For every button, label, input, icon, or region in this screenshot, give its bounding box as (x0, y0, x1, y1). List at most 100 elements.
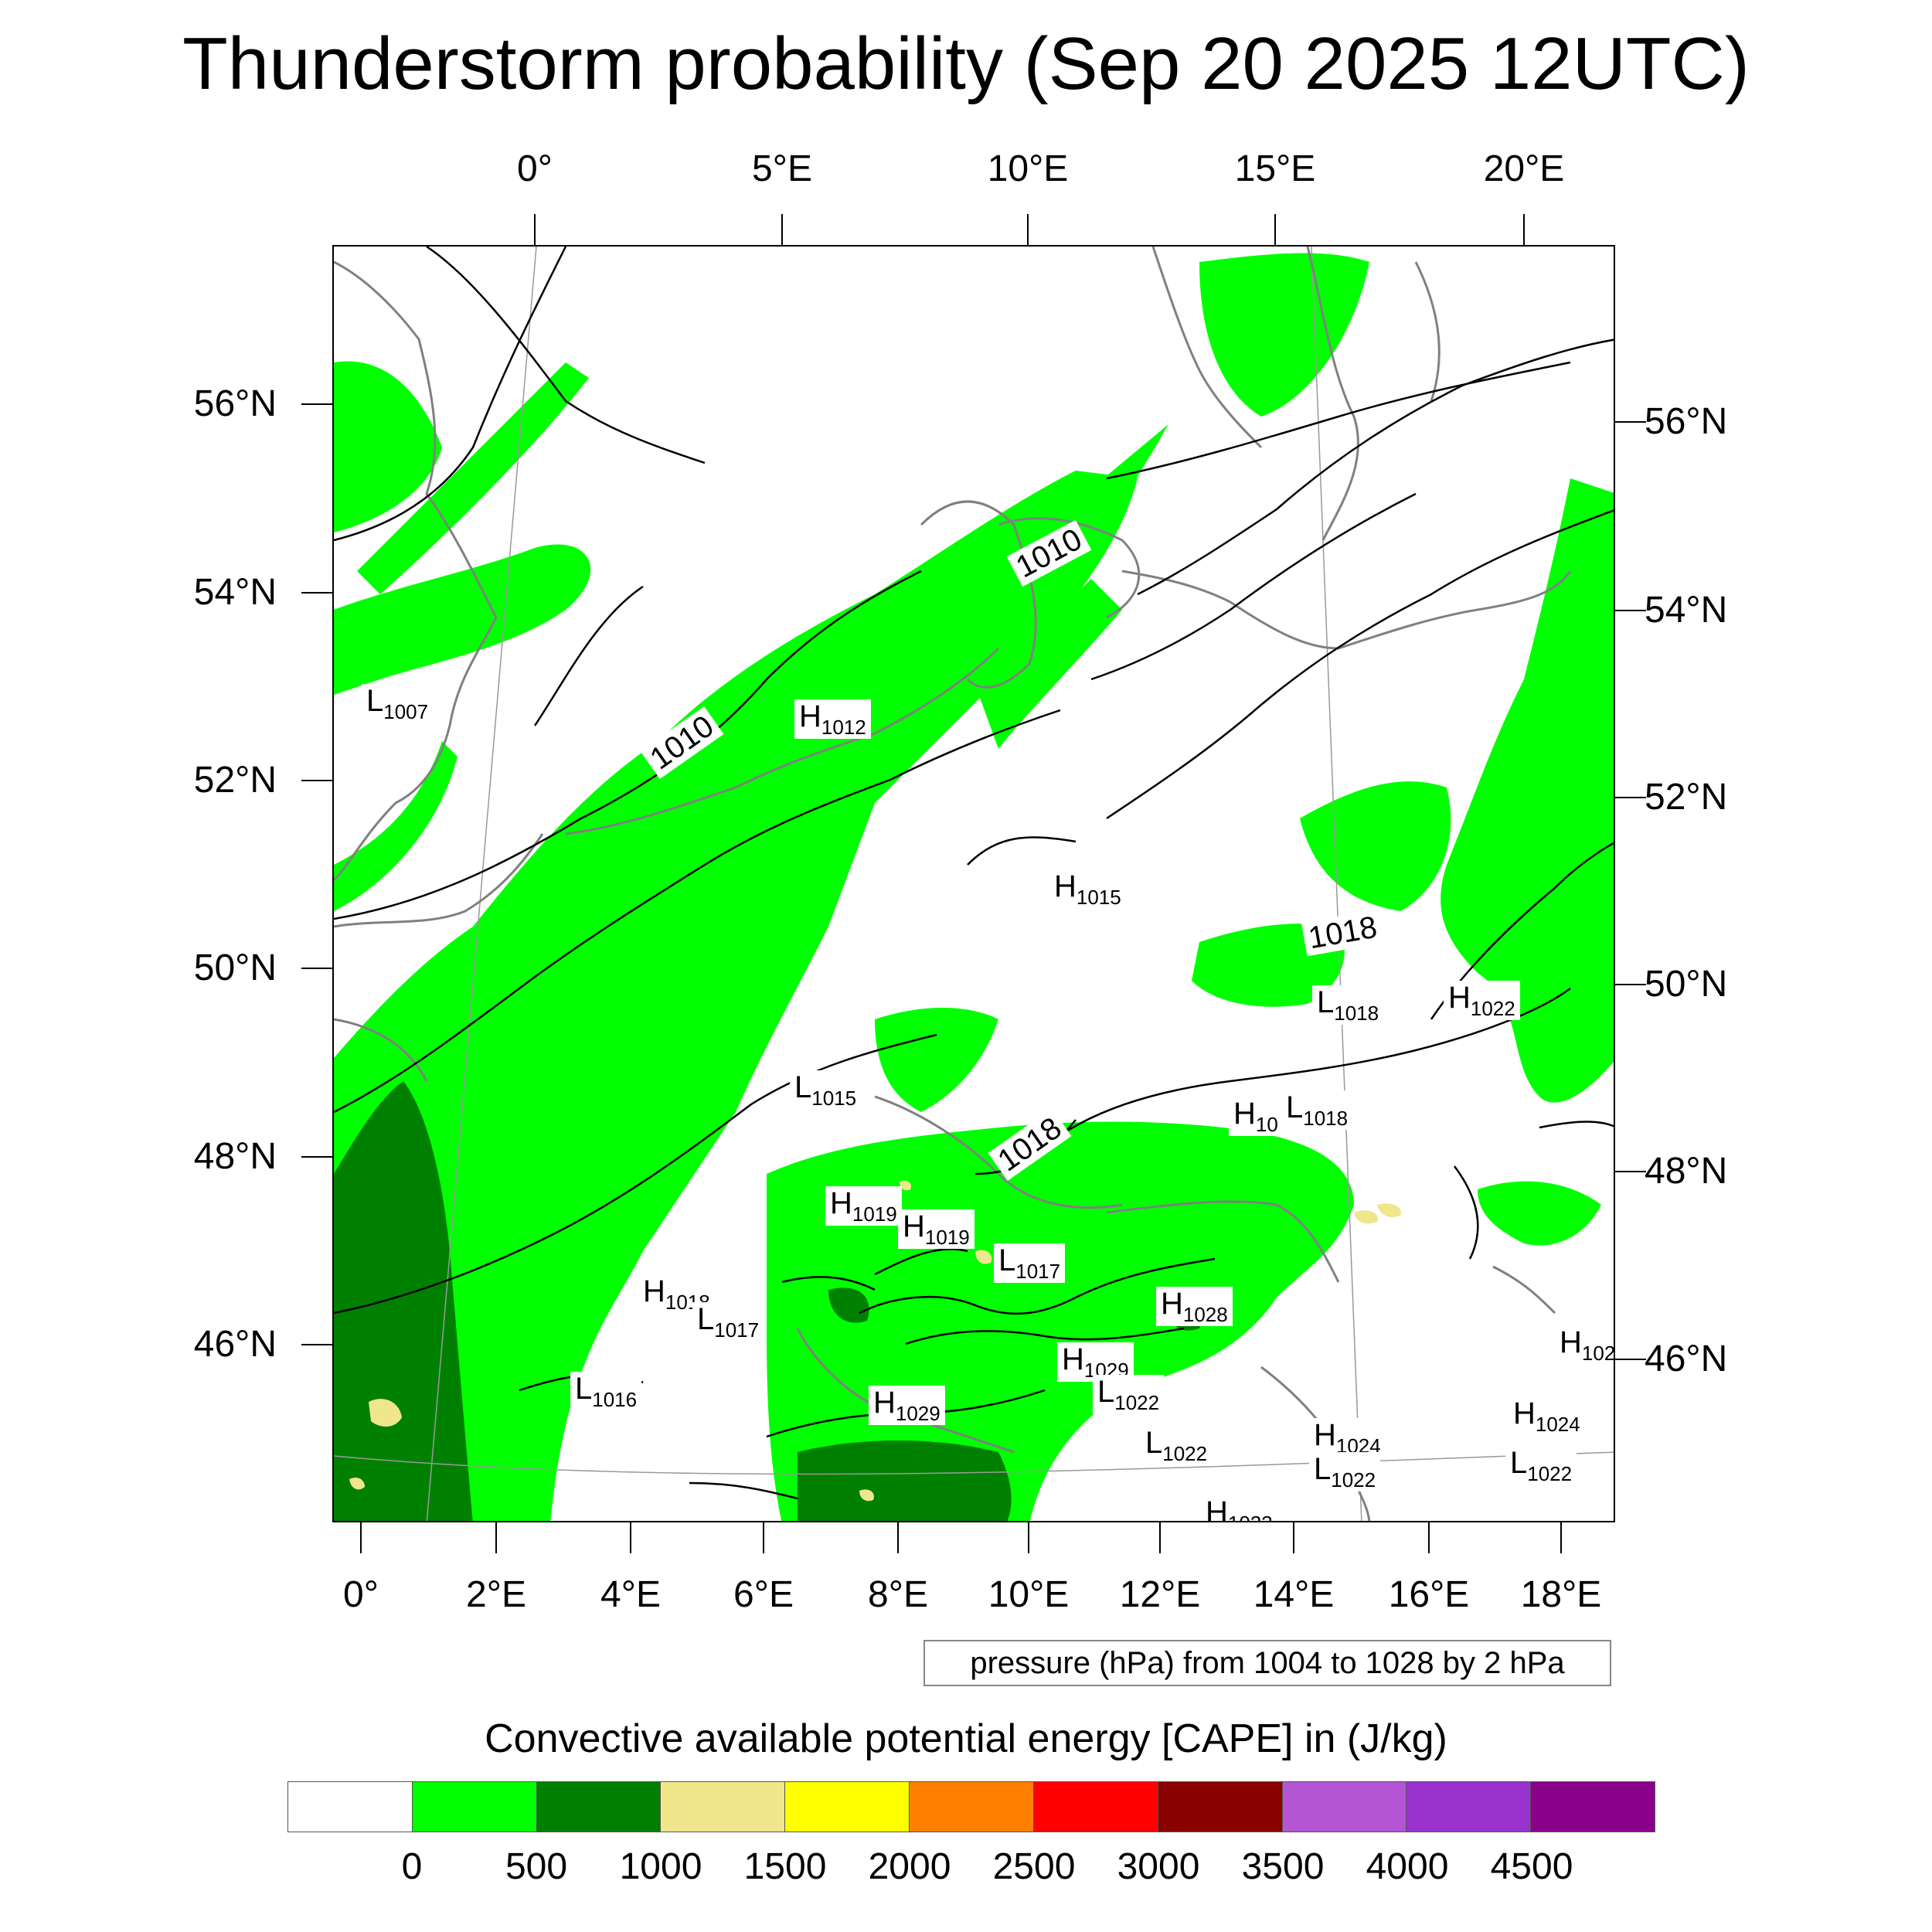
tick-mark (763, 1522, 764, 1553)
pressure-center-label: H1012 (794, 699, 871, 739)
tick-mark (1615, 1171, 1646, 1172)
tick-mark (1615, 421, 1646, 423)
contour-info-box: pressure (hPa) from 1004 to 1028 by 2 hP… (923, 1640, 1611, 1686)
left-lat-label: 48°N (193, 1136, 277, 1177)
tick-mark (1028, 1522, 1029, 1553)
pressure-center-label: H1022 (1444, 981, 1520, 1020)
tick-mark (1615, 797, 1646, 798)
top-lon-label: 15°E (1234, 148, 1316, 189)
colorbar-title: Convective available potential energy [C… (485, 1716, 1447, 1761)
top-lon-label: 0° (517, 148, 553, 189)
tick-mark (1560, 1522, 1562, 1553)
bottom-lon-label: 14°E (1253, 1574, 1335, 1615)
bottom-lon-label: 0° (343, 1574, 379, 1615)
bottom-lon-label: 16°E (1388, 1574, 1470, 1615)
tick-mark (1159, 1522, 1161, 1553)
bottom-lon-label: 8°E (868, 1574, 928, 1615)
bottom-lon-label: 10°E (988, 1574, 1070, 1615)
bottom-lon-label: 2°E (466, 1574, 526, 1615)
colorbar-swatch (1158, 1782, 1283, 1832)
top-lon-label: 20°E (1483, 148, 1565, 189)
colorbar-swatch (1282, 1782, 1407, 1832)
colorbar-swatch (536, 1782, 662, 1832)
pressure-center-label: L1015 (790, 1070, 862, 1110)
pressure-center-label: L1022 (1093, 1375, 1165, 1414)
colorbar-label: 4500 (1490, 1846, 1573, 1887)
tick-mark (301, 780, 332, 781)
top-lon-label: 10°E (987, 148, 1069, 189)
cape-field (334, 247, 1614, 1521)
tick-mark (495, 1522, 497, 1553)
pressure-center-label: L1022 (1505, 1446, 1577, 1485)
tick-mark (301, 1344, 332, 1345)
graticule (334, 247, 1614, 1521)
right-lat-label: 48°N (1645, 1151, 1728, 1192)
pressure-center-label: L1018 (1312, 985, 1384, 1025)
right-lat-label: 50°N (1645, 964, 1728, 1005)
colorbar-swatch (412, 1782, 537, 1832)
colorbar-label: 1500 (743, 1846, 827, 1887)
pressure-center-label: H1029 (869, 1386, 945, 1425)
colorbar-swatch (1033, 1782, 1158, 1832)
colorbar-label: 3500 (1241, 1846, 1325, 1887)
bottom-lon-label: 6°E (733, 1574, 794, 1615)
colorbar-label: 1000 (619, 1846, 702, 1887)
colorbar (287, 1781, 1655, 1832)
tick-mark (1293, 1522, 1294, 1553)
colorbar-swatch (1406, 1782, 1532, 1832)
pressure-center-label: L1007 (362, 684, 434, 723)
pressure-center-label: L1016 (570, 1372, 642, 1411)
right-lat-label: 52°N (1645, 777, 1728, 818)
colorbar-swatch (1531, 1782, 1655, 1832)
tick-mark (1274, 214, 1276, 245)
chart-title: Thunderstorm probability (Sep 20 2025 12… (182, 22, 1750, 105)
pressure-center-label: H1015 (1049, 869, 1126, 909)
colorbar-swatch (910, 1782, 1034, 1832)
bottom-lon-label: 18°E (1520, 1574, 1602, 1615)
tick-mark (1615, 610, 1646, 611)
pressure-center-label: H10 (1229, 1097, 1283, 1136)
bottom-lon-label: 12°E (1119, 1574, 1201, 1615)
pressure-center-label: H1024 (1509, 1396, 1585, 1436)
pressure-center-label: L1017 (994, 1243, 1066, 1283)
colorbar-swatch (661, 1782, 786, 1832)
tick-mark (1523, 214, 1525, 245)
pressure-center-label: H1023 (1201, 1495, 1277, 1521)
map-panel: 1010 1010 1018 1018 L1007 H1012 H1015 L1… (332, 245, 1615, 1522)
colorbar-labels: 0 500 1000 1500 2000 2500 3000 3500 4000… (0, 1849, 1932, 1903)
colorbar-label: 4000 (1366, 1846, 1449, 1887)
pressure-center-label: H1024 (1309, 1418, 1386, 1458)
tick-mark (301, 1156, 332, 1158)
right-lat-label: 56°N (1645, 401, 1728, 442)
tick-mark (301, 403, 332, 405)
tick-mark (630, 1522, 631, 1553)
tick-mark (781, 214, 783, 245)
colorbar-label: 2000 (868, 1846, 951, 1887)
tick-mark (360, 1522, 362, 1553)
colorbar-label: 3000 (1117, 1846, 1200, 1887)
tick-mark (301, 592, 332, 594)
pressure-center-label: H1028 (1156, 1287, 1233, 1326)
tick-mark (1615, 984, 1646, 985)
tick-mark (1615, 1359, 1646, 1360)
tick-mark (534, 214, 536, 245)
bottom-lon-label: 4°E (600, 1574, 661, 1615)
left-lat-label: 50°N (193, 947, 277, 988)
pressure-center-label: L1022 (1141, 1426, 1213, 1465)
left-lat-label: 52°N (193, 760, 277, 801)
right-lat-label: 46°N (1645, 1338, 1728, 1379)
right-lat-label: 54°N (1645, 590, 1728, 631)
pressure-center-label: L1017 (692, 1302, 764, 1342)
colorbar-label: 500 (505, 1846, 568, 1887)
colorbar-swatch (288, 1782, 413, 1832)
tick-mark (1027, 214, 1029, 245)
left-lat-label: 46°N (193, 1324, 277, 1365)
tick-mark (897, 1522, 899, 1553)
top-lon-label: 5°E (752, 148, 812, 189)
pressure-center-label: H1019 (825, 1186, 902, 1226)
tick-mark (301, 968, 332, 969)
colorbar-swatch (785, 1782, 910, 1832)
pressure-center-label: L1018 (1281, 1090, 1353, 1130)
pressure-center-label: H1019 (898, 1209, 975, 1249)
colorbar-label: 2500 (992, 1846, 1076, 1887)
